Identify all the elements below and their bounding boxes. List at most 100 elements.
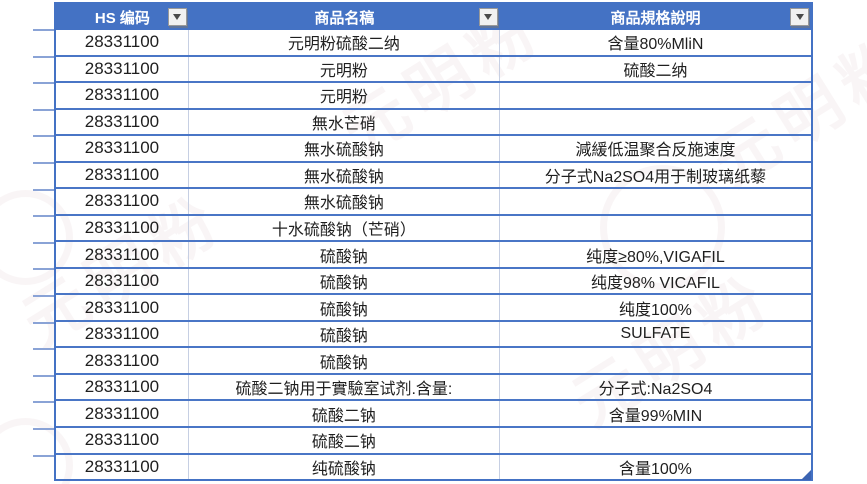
hs-code-cell[interactable]: 28331100 [56,109,189,135]
product-spec-cell[interactable]: 含量99%MIN [608,407,703,425]
cutoff-cell [33,270,54,297]
hs-code-cell[interactable]: 28331100 [56,401,189,426]
hs-code-cell[interactable]: 28331100 [56,136,189,161]
header-hs-code[interactable]: HS 编码 [56,4,189,30]
product-name-cell[interactable]: 無水硫酸钠 [189,162,500,188]
table-body: 28331100 元明粉硫酸二纳 含量80%MliN 28331100 元明粉 … [56,30,811,480]
table-row: 28331100 硫酸钠 纯度100% [56,295,811,322]
cutoff-cell [33,324,54,351]
hs-code-cell[interactable]: 28331100 [56,30,189,55]
selection-fill-handle[interactable] [801,470,811,480]
header-hs-code-label: HS 编码 [94,9,150,27]
chevron-down-icon [173,14,182,20]
cutoff-cell [33,164,54,191]
product-table: HS 编码 商品名稿 商品規格說明 28331100 元明粉硫酸二纳 含量80%… [54,2,813,481]
hs-code-cell[interactable]: 28331100 [56,454,189,480]
header-product-name-label: 商品名稿 [314,9,375,27]
product-spec-cell[interactable]: 分子式:Na2SO4 [598,381,713,399]
cutoff-cell [33,457,54,482]
table-row: 28331100 無水硫酸钠 [56,189,811,216]
table-header-row: HS 编码 商品名稿 商品規格說明 [56,4,811,30]
product-name-cell[interactable]: 元明粉硫酸二纳 [189,30,500,55]
product-spec-cell[interactable]: 分子式Na2SO4用于制玻璃纸藜 [544,168,767,186]
filter-dropdown-button[interactable] [478,8,498,26]
hs-code-cell[interactable]: 28331100 [56,189,189,214]
cutoff-cell [33,297,54,324]
product-name-cell[interactable]: 硫酸二钠 [189,427,500,453]
hs-code-cell[interactable]: 28331100 [56,348,189,373]
product-name-cell[interactable]: 十水硫酸钠（芒硝） [189,215,500,241]
product-name-cell[interactable]: 硫酸钠 [189,348,500,373]
hs-code-cell[interactable]: 28331100 [56,374,189,400]
table-row: 28331100 無水芒硝 [56,109,811,137]
product-name-cell[interactable]: 硫酸钠 [189,268,500,294]
hs-code-cell[interactable]: 28331100 [56,83,189,108]
product-spec-cell[interactable] [500,216,811,241]
product-name-cell[interactable]: 元明粉 [189,56,500,82]
chevron-down-icon [795,14,804,20]
product-spec-cell[interactable]: 減緩低温聚合反施速度 [575,142,736,160]
product-name-cell[interactable]: 無水硫酸钠 [189,136,500,161]
product-spec-cell[interactable]: 含量80%MliN [607,36,704,54]
product-name-cell[interactable]: 硫酸二钠 [189,401,500,426]
product-spec-cell[interactable]: 硫酸二纳 [623,62,688,80]
product-name-cell[interactable]: 纯硫酸钠 [189,454,500,480]
product-spec-cell[interactable]: 纯度≥80%,VIGAFIL [586,248,725,266]
product-spec-cell[interactable]: 纯度100% [618,301,692,319]
product-name-cell[interactable]: 無水硫酸钠 [189,189,500,214]
hs-code-cell[interactable]: 28331100 [56,321,189,347]
product-name-cell[interactable]: 硫酸钠 [189,295,500,320]
product-spec-cell[interactable] [500,83,811,108]
header-product-spec-label: 商品規格說明 [610,9,701,27]
cutoff-cell [33,137,54,164]
cutoff-cell [33,377,54,404]
product-spec-cell[interactable]: 含量100% [618,460,692,478]
product-name-cell[interactable]: 無水芒硝 [189,109,500,135]
hs-code-cell[interactable]: 28331100 [56,427,189,453]
product-name-cell[interactable]: 硫酸二钠用于實驗室试剂.含量: [189,374,500,400]
table-row: 28331100 硫酸钠 纯度98% VICAFIL [56,268,811,296]
table-row: 28331100 纯硫酸钠 含量100% [56,454,811,480]
cutoff-cell [33,217,54,244]
product-spec-cell[interactable] [500,348,811,373]
product-name-cell[interactable]: 硫酸钠 [189,242,500,267]
cutoff-cell [33,31,54,58]
table-row: 28331100 硫酸钠 SULFATE [56,321,811,349]
product-spec-cell[interactable] [500,428,811,453]
table-row: 28331100 硫酸钠 [56,348,811,375]
cutoff-cell [33,191,54,218]
table-row: 28331100 硫酸二钠用于實驗室试剂.含量: 分子式:Na2SO4 [56,374,811,402]
cutoff-column-strip [33,29,54,481]
header-product-name[interactable]: 商品名稿 [189,4,500,30]
product-spec-cell[interactable]: SULFATE [620,325,691,343]
hs-code-cell[interactable]: 28331100 [56,56,189,82]
cutoff-cell [33,84,54,111]
cutoff-cell [33,403,54,430]
filter-dropdown-button[interactable] [790,8,809,26]
product-spec-cell[interactable] [500,189,811,214]
product-name-cell[interactable]: 元明粉 [189,83,500,108]
cutoff-cell [33,350,54,377]
hs-code-cell[interactable]: 28331100 [56,268,189,294]
filter-dropdown-button[interactable] [167,8,187,26]
table-row: 28331100 元明粉硫酸二纳 含量80%MliN [56,30,811,57]
hs-code-cell[interactable]: 28331100 [56,162,189,188]
table-row: 28331100 無水硫酸钠 分子式Na2SO4用于制玻璃纸藜 [56,162,811,190]
product-spec-cell[interactable]: 纯度98% VICAFIL [590,275,720,293]
table-row: 28331100 元明粉 [56,83,811,110]
cutoff-cell [33,430,54,457]
table-row: 28331100 硫酸二钠 [56,427,811,455]
table-row: 28331100 無水硫酸钠 減緩低温聚合反施速度 [56,136,811,163]
cutoff-cell [33,111,54,138]
hs-code-cell[interactable]: 28331100 [56,242,189,267]
product-spec-cell[interactable] [500,110,811,135]
product-name-cell[interactable]: 硫酸钠 [189,321,500,347]
table-row: 28331100 硫酸二钠 含量99%MIN [56,401,811,428]
cutoff-cell [33,244,54,271]
table-row: 28331100 元明粉 硫酸二纳 [56,56,811,84]
cutoff-cell [33,58,54,85]
hs-code-cell[interactable]: 28331100 [56,215,189,241]
header-product-spec[interactable]: 商品規格說明 [500,4,811,30]
hs-code-cell[interactable]: 28331100 [56,295,189,320]
